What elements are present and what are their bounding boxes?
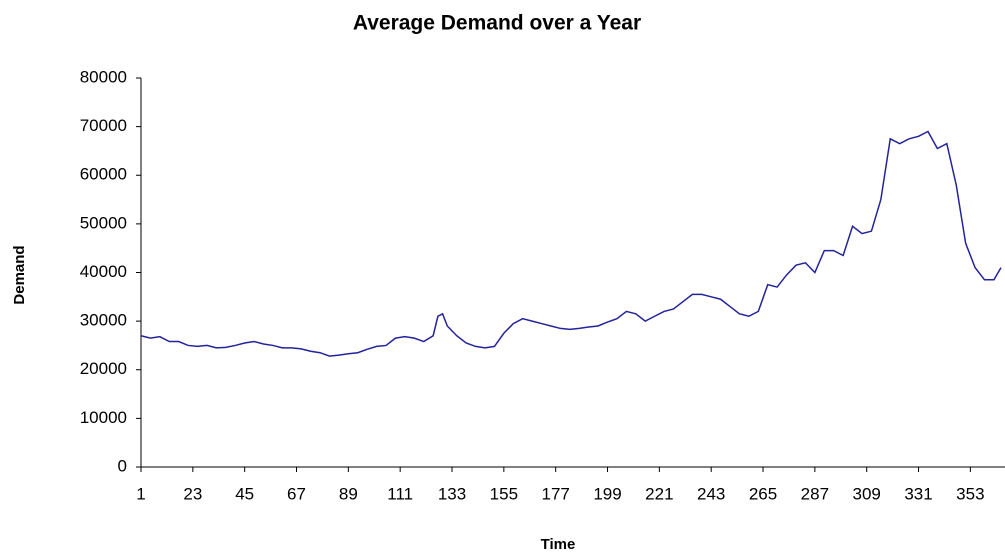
x-tick-label: 111 xyxy=(387,484,413,503)
x-axis-label: Time xyxy=(541,536,576,553)
y-tick-label: 10000 xyxy=(80,408,127,427)
y-tick-label: 0 xyxy=(118,456,127,475)
x-tick-label: 67 xyxy=(287,484,306,503)
y-axis-label: Demand xyxy=(11,245,28,304)
x-tick-label: 221 xyxy=(645,484,673,503)
y-tick-label: 70000 xyxy=(80,116,127,135)
y-tick-label: 60000 xyxy=(80,165,127,184)
x-tick-label: 155 xyxy=(490,484,518,503)
x-tick-label: 133 xyxy=(438,484,466,503)
x-tick-label: 1 xyxy=(136,484,145,503)
y-tick-label: 20000 xyxy=(80,359,127,378)
x-tick-label: 331 xyxy=(904,484,932,503)
chart-title: Average Demand over a Year xyxy=(353,12,641,35)
x-tick-label: 265 xyxy=(749,484,777,503)
x-tick-label: 89 xyxy=(339,484,358,503)
x-tick-label: 45 xyxy=(235,484,254,503)
y-tick-label: 30000 xyxy=(80,311,127,330)
y-tick-label: 80000 xyxy=(80,67,127,86)
x-tick-label: 177 xyxy=(541,484,569,503)
x-tick-label: 309 xyxy=(853,484,881,503)
data-line xyxy=(140,130,1002,357)
x-tick-label: 23 xyxy=(183,484,202,503)
y-tick-label: 50000 xyxy=(80,213,127,232)
x-tick-label: 199 xyxy=(593,484,621,503)
x-tick-label: 287 xyxy=(801,484,829,503)
x-tick-label: 243 xyxy=(697,484,725,503)
y-tick-label: 40000 xyxy=(80,262,127,281)
x-tick-label: 353 xyxy=(956,484,984,503)
